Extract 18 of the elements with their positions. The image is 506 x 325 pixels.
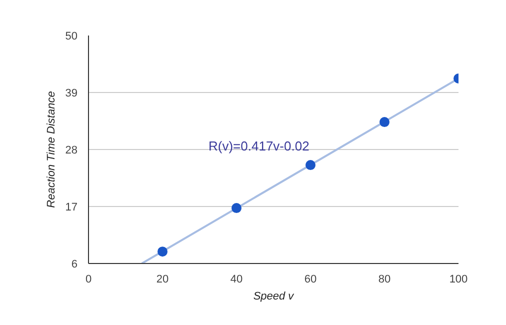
- point: [306, 160, 316, 170]
- annotation: R(v)=0.417v-0.02: [208, 138, 310, 154]
- y-tick-label: 17: [65, 202, 78, 214]
- y-axis-title: Reaction Time Distance: [45, 91, 58, 208]
- point: [380, 117, 390, 128]
- y-tick-label: 39: [65, 88, 78, 100]
- y-tick-label: 50: [65, 30, 78, 42]
- point: [232, 203, 242, 214]
- x-tick-label: 80: [378, 274, 391, 286]
- x-axis-title: Speed v: [253, 290, 296, 302]
- x-tick-label: 20: [156, 274, 169, 286]
- x-tick-label: 40: [230, 274, 243, 286]
- x-tick-label: 100: [449, 274, 468, 286]
- y-tick-label: 28: [65, 144, 78, 156]
- x-tick-label: 60: [304, 274, 317, 286]
- x-tick-label: 0: [85, 274, 92, 286]
- point: [158, 246, 168, 257]
- y-tick-label: 6: [71, 258, 78, 270]
